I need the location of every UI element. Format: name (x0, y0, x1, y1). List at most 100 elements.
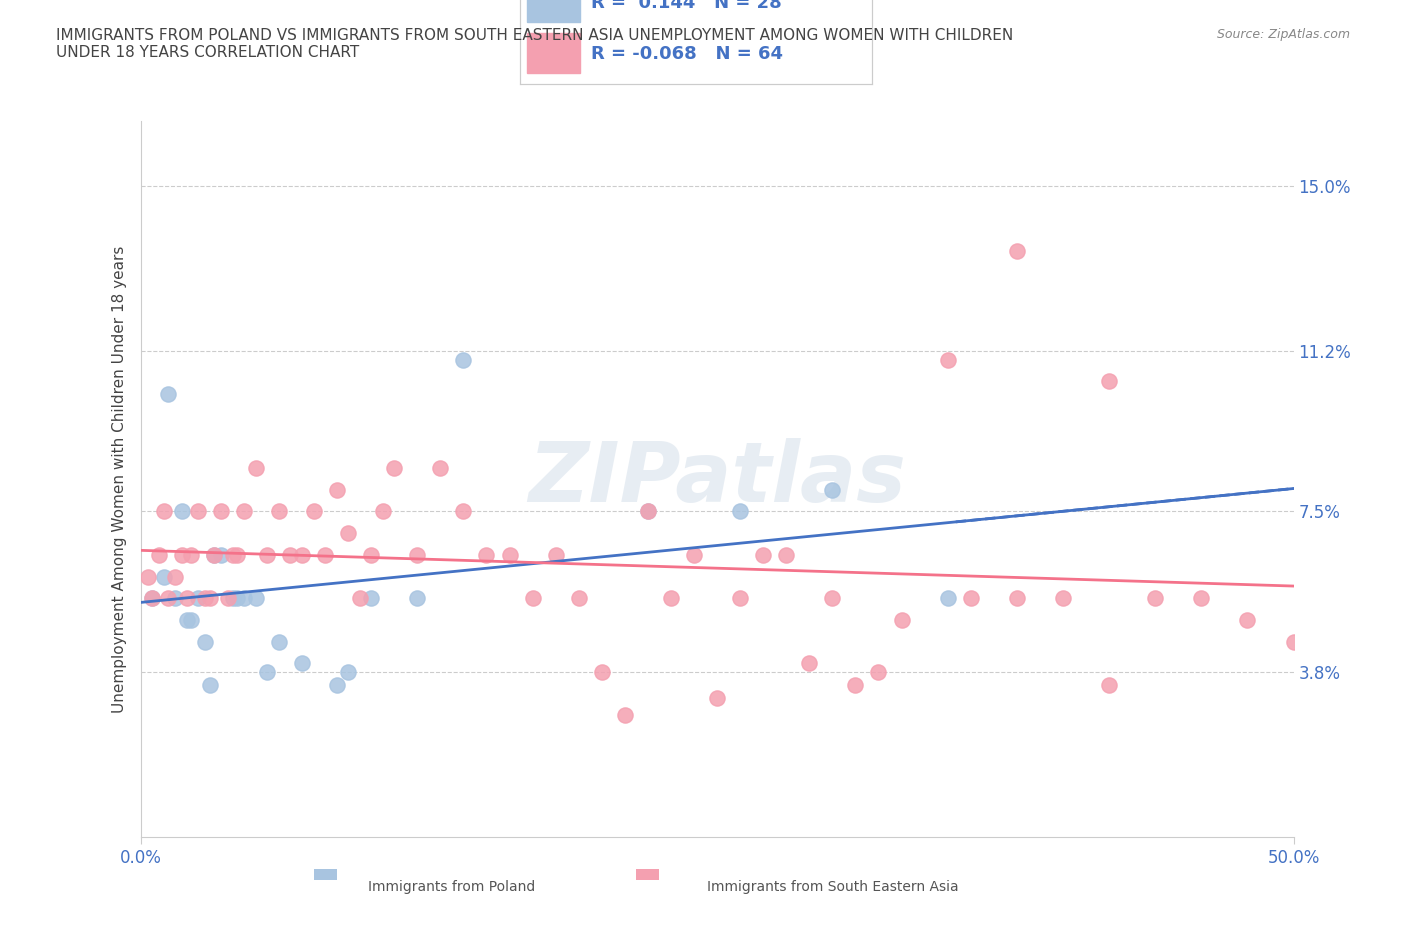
Point (222, 548, 245, 563)
Text: R = -0.068   N = 64: R = -0.068 N = 64 (591, 45, 783, 62)
Point (176, 613, 198, 628)
Point (187, 504, 209, 519)
Point (172, 548, 194, 563)
Point (141, 591, 163, 605)
Point (217, 591, 239, 605)
Point (821, 483, 844, 498)
Point (844, 678, 866, 693)
Point (337, 525, 360, 540)
Point (498, 548, 520, 563)
Point (637, 504, 659, 519)
Point (936, 352, 959, 367)
Point (256, 548, 278, 563)
Point (637, 504, 659, 519)
Text: Immigrants from South Eastern Asia: Immigrants from South Eastern Asia (707, 880, 957, 894)
Point (172, 504, 194, 519)
Point (683, 548, 706, 563)
Point (180, 548, 202, 563)
Point (302, 504, 325, 519)
Point (325, 483, 347, 498)
Point (176, 591, 198, 605)
Point (1052, 591, 1074, 605)
Text: IMMIGRANTS FROM POLAND VS IMMIGRANTS FROM SOUTH EASTERN ASIA UNEMPLOYMENT AMONG : IMMIGRANTS FROM POLAND VS IMMIGRANTS FRO… (56, 28, 1014, 60)
Y-axis label: Unemployment Among Women with Children Under 18 years: Unemployment Among Women with Children U… (111, 246, 127, 712)
Point (165, 591, 187, 605)
Point (256, 665, 278, 680)
Bar (637, 870, 659, 880)
Point (222, 591, 245, 605)
Point (209, 504, 232, 519)
Point (180, 613, 202, 628)
Point (157, 591, 180, 605)
Point (1005, 244, 1028, 259)
Point (141, 591, 163, 605)
Point (157, 387, 180, 402)
Point (706, 691, 728, 706)
Point (267, 634, 290, 649)
Point (775, 548, 797, 563)
Point (890, 613, 912, 628)
Point (136, 569, 159, 584)
Point (728, 591, 751, 605)
Point (360, 548, 382, 563)
Point (314, 548, 336, 563)
Bar (314, 870, 336, 880)
Point (337, 665, 360, 680)
Point (1282, 634, 1305, 649)
Point (453, 504, 475, 519)
Point (152, 569, 174, 584)
Point (1236, 613, 1258, 628)
Point (194, 634, 217, 649)
Text: Immigrants from Poland: Immigrants from Poland (368, 880, 536, 894)
Point (187, 591, 209, 605)
Point (233, 591, 256, 605)
Point (245, 591, 267, 605)
Bar (527, 33, 581, 73)
Point (152, 504, 174, 519)
Point (360, 591, 382, 605)
Point (453, 352, 475, 367)
Point (728, 504, 751, 519)
Point (475, 548, 498, 563)
Bar (527, 0, 581, 22)
Point (544, 548, 567, 563)
Point (752, 548, 775, 563)
Point (226, 591, 249, 605)
Point (406, 591, 429, 605)
Point (821, 591, 844, 605)
Point (226, 548, 249, 563)
Point (349, 591, 371, 605)
Point (233, 504, 256, 519)
Point (202, 548, 225, 563)
Point (198, 678, 221, 693)
Point (280, 548, 302, 563)
Point (613, 708, 636, 723)
Point (959, 591, 981, 605)
Point (659, 591, 682, 605)
Point (1144, 591, 1167, 605)
Point (198, 591, 221, 605)
Point (291, 656, 314, 671)
Point (148, 548, 170, 563)
Text: ZIPatlas: ZIPatlas (529, 438, 905, 520)
Point (936, 591, 959, 605)
Text: R =  0.144   N = 28: R = 0.144 N = 28 (591, 0, 782, 12)
Text: Source: ZipAtlas.com: Source: ZipAtlas.com (1216, 28, 1350, 41)
Point (522, 591, 544, 605)
Point (371, 504, 394, 519)
Point (209, 548, 232, 563)
Point (1189, 591, 1212, 605)
Point (1098, 374, 1121, 389)
Point (194, 591, 217, 605)
Point (1005, 591, 1028, 605)
Point (267, 504, 290, 519)
Point (799, 656, 821, 671)
Point (568, 591, 591, 605)
Point (202, 548, 225, 563)
Point (591, 665, 613, 680)
Point (406, 548, 429, 563)
Point (165, 569, 187, 584)
Point (245, 460, 267, 475)
Point (868, 665, 890, 680)
Point (382, 460, 405, 475)
